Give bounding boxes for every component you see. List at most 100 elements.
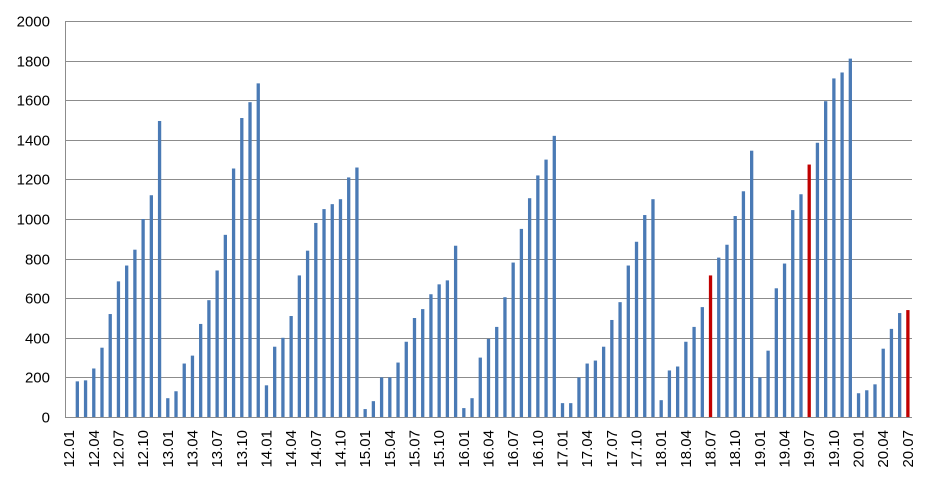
x-tick-label: 14.07 (308, 430, 325, 468)
bar-12.04 (92, 368, 96, 417)
bar-16.02 (470, 398, 474, 417)
bar-18.02 (667, 370, 672, 417)
x-tick-label: 20.07 (900, 430, 917, 468)
bar-20.02 (865, 390, 869, 417)
y-tick-label: 1000 (17, 212, 50, 229)
bar-14.05 (297, 275, 302, 417)
bar-15.12 (453, 245, 458, 417)
bar-15.06 (404, 341, 408, 417)
x-tick-label: 18.10 (727, 430, 744, 468)
bar-17.05 (593, 360, 598, 417)
x-tick-label: 17.01 (555, 430, 572, 468)
bar-18.05 (692, 326, 696, 417)
bar-13.02 (174, 391, 178, 417)
bar-18.12 (750, 150, 754, 417)
x-tick-label: 19.04 (777, 430, 794, 468)
y-tick-label: 1200 (17, 172, 50, 189)
bar-13.03 (182, 363, 186, 417)
x-tick-label: 13.01 (160, 430, 177, 468)
x-tick-label: 18.04 (678, 430, 695, 468)
bar-14.09 (330, 204, 334, 417)
bar-16.04 (486, 338, 491, 417)
bar-12.06 (108, 314, 112, 417)
x-tick-label: 17.07 (604, 430, 621, 468)
x-tick-label: 14.04 (283, 430, 300, 468)
y-tick-label: 400 (25, 331, 50, 348)
bar-12.02 (75, 381, 79, 417)
x-tick-label: 12.01 (61, 430, 78, 468)
x-tick-label: 14.01 (258, 430, 275, 468)
x-tick-label: 13.10 (234, 430, 251, 468)
bar-20.05 (889, 328, 894, 417)
bar-18.04 (684, 341, 688, 417)
y-tick-label: 600 (25, 291, 50, 308)
bar-13.05 (199, 323, 203, 417)
y-tick-label: 0 (42, 410, 50, 427)
y-tick-label: 800 (25, 252, 50, 269)
x-tick-label: 18.01 (653, 430, 670, 468)
x-tick-label: 15.01 (357, 430, 374, 468)
x-tick-label: 17.04 (579, 430, 596, 468)
bar-12.09 (133, 249, 137, 417)
bar-19.09 (824, 101, 828, 417)
bar-19.03 (774, 288, 778, 417)
x-tick-label: 14.10 (332, 430, 349, 468)
bar-14.02 (273, 346, 277, 417)
x-tick-label: 15.10 (431, 430, 448, 468)
bar-12.11 (149, 195, 153, 417)
bar-15.01 (363, 409, 367, 417)
bar-13.11 (248, 102, 252, 418)
bar-16.09 (527, 198, 532, 417)
bar-20.04 (881, 348, 885, 417)
bar-17.12 (651, 199, 655, 417)
bar-19.11 (840, 72, 844, 417)
bar-17.11 (643, 215, 647, 417)
x-tick-label: 12.07 (110, 430, 127, 468)
x-tick-label: 19.01 (752, 430, 769, 468)
bar-18.03 (675, 366, 680, 417)
bar-18.06 (700, 307, 704, 417)
bar-12.05 (100, 347, 104, 417)
bar-16.12 (552, 135, 556, 417)
bar-14.08 (322, 209, 326, 417)
bar-16.11 (544, 159, 548, 417)
x-tick-label: 12.10 (135, 430, 152, 468)
bar-20.07 (906, 310, 910, 417)
bar-15.02 (371, 401, 376, 417)
bar-16.07 (511, 262, 515, 417)
bar-18.07 (708, 275, 713, 417)
bar-15.09 (429, 294, 433, 417)
bar-19.12 (848, 58, 852, 418)
x-tick-label: 15.07 (406, 430, 423, 468)
x-tick-label: 16.07 (505, 430, 522, 468)
bar-16.10 (536, 175, 540, 417)
bar-17.04 (585, 363, 589, 417)
bar-13.09 (231, 168, 236, 417)
bar-13.08 (223, 234, 227, 417)
x-tick-label: 13.07 (209, 430, 226, 468)
bar-19.05 (791, 210, 795, 417)
x-tick-label: 18.07 (703, 430, 720, 468)
bar-16.01 (462, 408, 466, 417)
bar-19.02 (766, 350, 770, 417)
bar-16.06 (503, 297, 507, 417)
bar-17.02 (569, 403, 573, 417)
bar-17.03 (577, 377, 581, 417)
x-tick-label: 20.01 (851, 430, 868, 468)
bar-17.08 (618, 302, 622, 417)
bar-14.07 (314, 222, 318, 417)
x-tick-label: 20.04 (875, 430, 892, 468)
bar-18.11 (741, 191, 746, 417)
bar-14.06 (305, 250, 310, 417)
bar-18.10 (733, 216, 737, 417)
bar-15.03 (379, 377, 384, 417)
bar-series (75, 58, 910, 418)
bar-12.08 (125, 265, 129, 417)
y-tick-label: 1600 (17, 93, 50, 110)
x-tick-label: 12.04 (86, 430, 103, 468)
bar-15.07 (412, 318, 417, 417)
bar-19.07 (807, 164, 811, 417)
bar-19.06 (799, 194, 803, 417)
bar-15.11 (445, 280, 450, 417)
